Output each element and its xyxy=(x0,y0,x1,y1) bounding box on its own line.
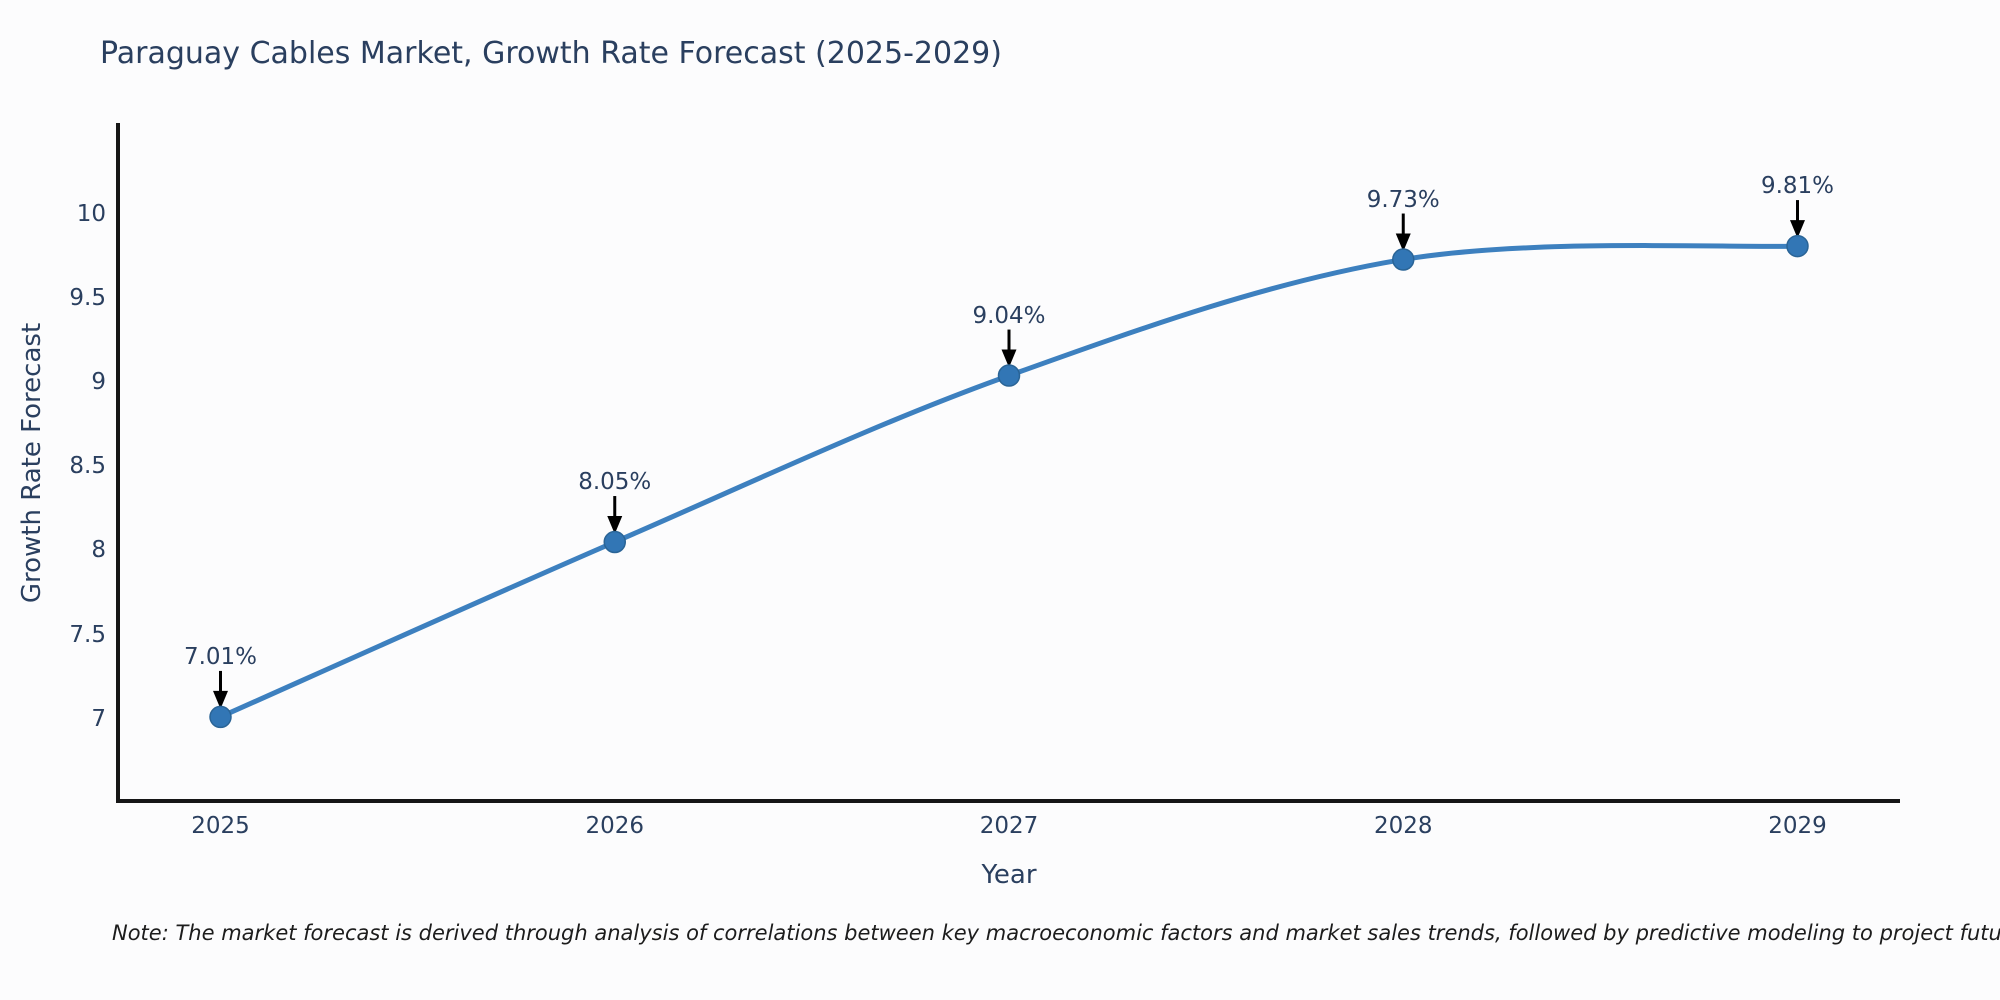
data-point-label: 8.05% xyxy=(578,469,652,496)
annotation-arrowhead-icon xyxy=(1395,233,1411,252)
annotation-arrowhead-icon xyxy=(213,690,229,709)
x-tick-label: 2027 xyxy=(979,813,1039,839)
data-point-marker[interactable] xyxy=(997,364,1021,387)
x-tick-label: 2026 xyxy=(585,813,645,839)
chart-title: Paraguay Cables Market, Growth Rate Fore… xyxy=(100,36,1002,71)
data-point-label: 9.73% xyxy=(1366,186,1440,213)
annotation-arrowhead-icon xyxy=(1001,349,1017,368)
y-tick-label: 8 xyxy=(91,537,106,564)
data-point-label: 7.01% xyxy=(183,643,258,670)
y-tick-label: 7.5 xyxy=(69,621,106,648)
annotation-arrowhead-icon xyxy=(1789,220,1805,239)
data-point-marker[interactable] xyxy=(1391,248,1415,271)
x-tick-label: 2028 xyxy=(1373,813,1433,839)
data-point-marker[interactable] xyxy=(603,530,627,554)
y-tick-label: 8.5 xyxy=(69,453,106,480)
x-tick-label: 2025 xyxy=(191,813,250,839)
annotation-arrowhead-icon xyxy=(607,516,623,535)
data-point-label: 9.04% xyxy=(972,302,1046,329)
y-tick-label: 7 xyxy=(91,705,106,732)
footnote: Note: The market forecast is derived thr… xyxy=(112,921,2000,945)
x-axis-title: Year xyxy=(981,860,1037,890)
y-tick-label: 10 xyxy=(76,201,106,228)
x-tick-label: 2029 xyxy=(1768,813,1827,839)
y-tick-label: 9 xyxy=(91,369,106,396)
data-point-marker[interactable] xyxy=(1786,234,1809,258)
y-tick-label: 9.5 xyxy=(69,285,106,312)
data-point-marker[interactable] xyxy=(209,705,232,729)
y-axis-title: Growth Rate Forecast xyxy=(17,322,47,604)
data-point-label: 9.81% xyxy=(1760,173,1835,200)
